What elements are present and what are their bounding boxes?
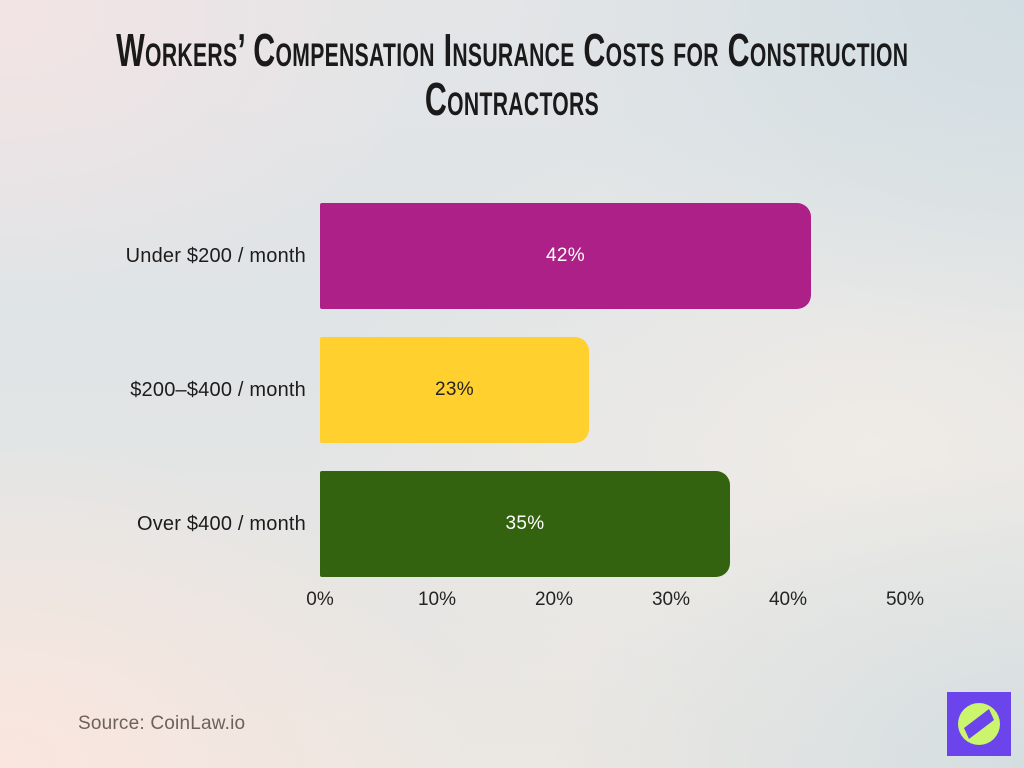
x-axis-tick-40: 40% — [768, 589, 808, 610]
category-label-over-400: Over $400 / month — [136, 512, 306, 535]
category-label-under-200: Under $200 / month — [125, 244, 306, 267]
x-axis-tick-50: 50% — [885, 589, 925, 610]
x-axis-tick-0: 0% — [306, 589, 334, 610]
category-label-200-400: $200–$400 / month — [130, 378, 306, 401]
x-axis-tick-20: 20% — [534, 589, 574, 610]
chart-title-line1: Workers’ Compensation Insurance Costs fo… — [115, 24, 909, 76]
bar-value-label: 23% — [435, 379, 474, 400]
source-note: Source: CoinLaw.io — [78, 713, 246, 734]
bar-under-200: 42% — [320, 203, 811, 309]
chart-title: Workers’ Compensation Insurance Costs fo… — [0, 26, 1024, 124]
compass-icon — [947, 692, 1011, 756]
bar-value-label: 35% — [505, 513, 545, 534]
x-axis-tick-10: 10% — [417, 589, 457, 610]
coinlaw-logo — [947, 692, 1011, 756]
chart-title-line2: Contractors — [424, 73, 600, 125]
bar-over-400: 35% — [320, 471, 730, 577]
bar-value-label: 42% — [546, 245, 585, 266]
bar-200-400: 23% — [320, 337, 589, 443]
x-axis-tick-30: 30% — [651, 589, 691, 610]
